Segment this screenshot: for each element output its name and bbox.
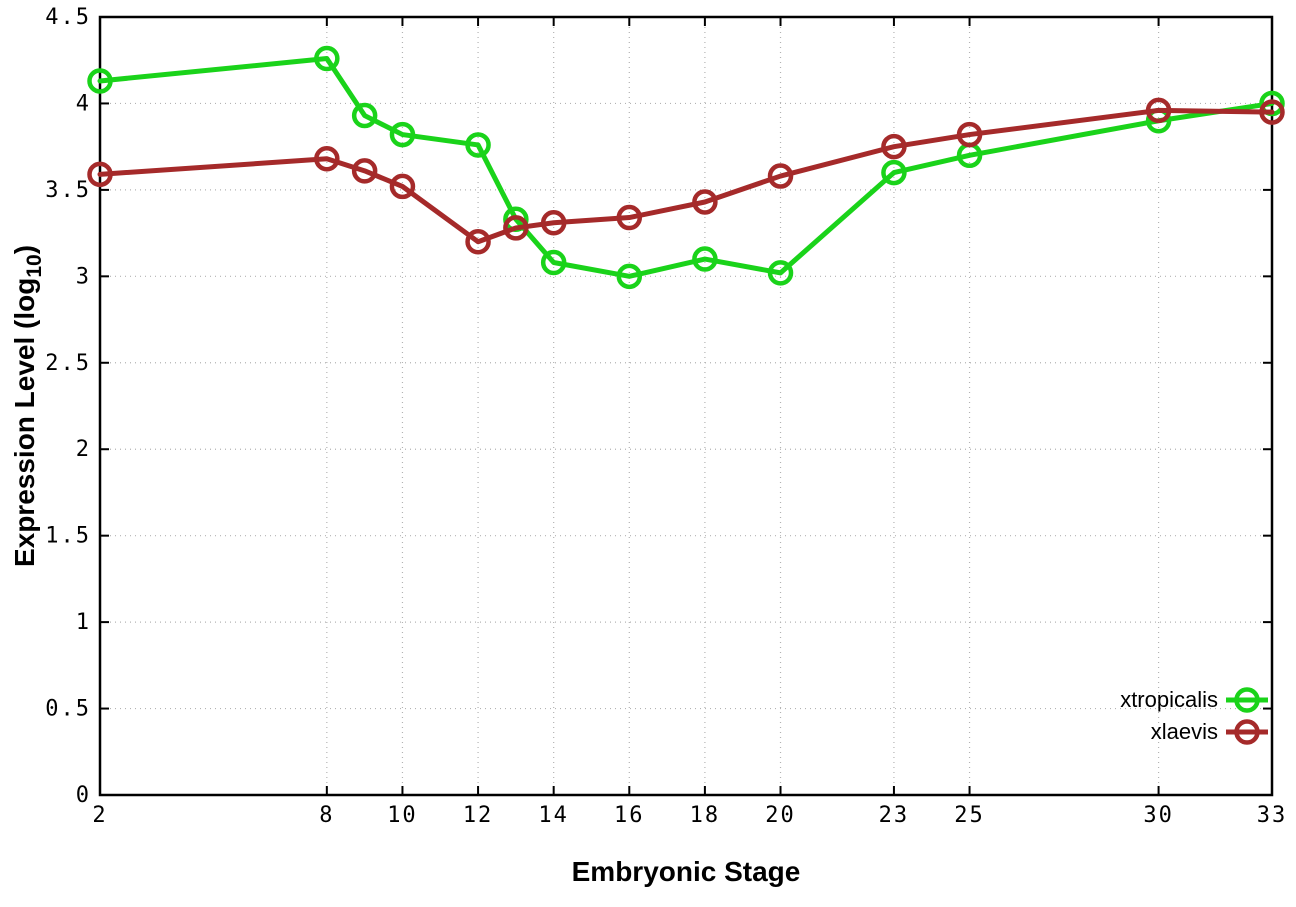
- y-tick-label: 4.5: [45, 5, 91, 30]
- data-point: [881, 133, 907, 160]
- y-tick-labels: 0 0.5 1 1.5 2 2.5 3 3.5 4 4.5: [45, 5, 91, 808]
- series-xlaevis: [87, 97, 1285, 255]
- data-point: [616, 263, 643, 290]
- y-tick-label: 3.5: [45, 178, 91, 203]
- y-tick-label: 0.5: [45, 697, 91, 722]
- x-tick-label: 16: [614, 803, 645, 828]
- x-tick-labels: 2 8 10 12 14 16 18 20 23 25 30 33: [92, 803, 1288, 828]
- data-point: [465, 132, 491, 158]
- series-line: [97, 107, 1275, 245]
- data-point: [314, 45, 340, 72]
- legend-sample-marker-xtropicalis: [1234, 687, 1260, 713]
- legend-label-xtropicalis: xtropicalis: [1120, 687, 1218, 712]
- legend-label-xlaevis: xlaevis: [1151, 719, 1218, 744]
- x-tick-label: 33: [1257, 803, 1288, 828]
- axis-ticks: [99, 16, 1273, 796]
- y-tick-label: 0: [76, 783, 91, 808]
- data-point: [692, 246, 718, 272]
- data-point: [767, 260, 794, 286]
- data-point: [540, 209, 567, 236]
- data-point: [389, 121, 416, 148]
- data-point: [314, 146, 340, 172]
- y-tick-label: 2: [76, 437, 91, 462]
- y-tick-label: 2.5: [45, 351, 91, 376]
- y-axis-title: Expression Level (log10): [9, 245, 46, 567]
- data-point: [1145, 97, 1172, 124]
- data-point: [616, 204, 643, 231]
- x-tick-label: 23: [879, 803, 910, 828]
- plot-area: 2 8 10 12 14 16 18 20 23 25 30 33 0 0.5 1 1.5 2 2.5 3 3.5 4 4…: [45, 5, 1288, 828]
- data-point: [351, 158, 378, 184]
- x-tick-label: 30: [1143, 803, 1174, 828]
- y-tick-label: 1: [76, 610, 91, 635]
- data-point: [465, 229, 491, 255]
- x-tick-label: 12: [463, 803, 494, 828]
- plot-border: [98, 15, 1274, 797]
- x-tick-label: 14: [538, 803, 569, 828]
- legend: [1226, 687, 1268, 745]
- data-point: [1259, 99, 1285, 125]
- data-point: [692, 189, 718, 215]
- x-axis-title: Embryonic Stage: [572, 856, 801, 887]
- data-point: [881, 159, 907, 186]
- series-line: [97, 55, 1275, 279]
- data-point: [540, 249, 567, 276]
- x-tick-label: 25: [954, 803, 985, 828]
- data-point: [956, 121, 983, 148]
- series-xtropicalis: [87, 45, 1285, 290]
- y-tick-label: 1.5: [45, 524, 91, 549]
- data-point: [389, 173, 416, 200]
- x-tick-label: 20: [765, 803, 796, 828]
- data-point: [87, 68, 113, 94]
- x-tick-label: 2: [92, 803, 107, 828]
- x-tick-label: 8: [319, 803, 334, 828]
- x-tick-label: 18: [690, 803, 721, 828]
- data-point: [351, 102, 378, 129]
- data-point: [767, 163, 794, 189]
- data-point: [503, 215, 529, 241]
- x-tick-label: 10: [387, 803, 418, 828]
- legend-sample-marker-xlaevis: [1234, 719, 1260, 745]
- data-point: [87, 161, 113, 188]
- y-tick-label: 4: [76, 91, 91, 116]
- gridlines: [100, 17, 1272, 795]
- y-tick-label: 3: [76, 264, 91, 289]
